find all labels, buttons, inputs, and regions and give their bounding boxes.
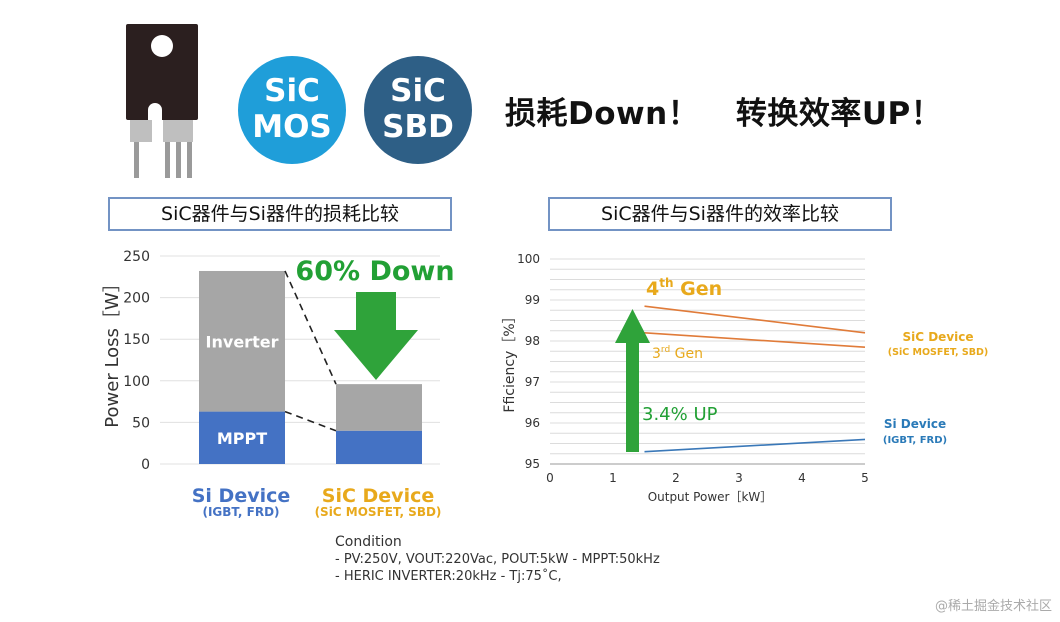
loss-chart-title: SiC器件与Si器件的损耗比较 <box>108 197 452 231</box>
efficiency-series-line-0 <box>644 305 866 334</box>
efficiency-series-line-2 <box>644 438 866 453</box>
efficiency-chart-title: SiC器件与Si器件的效率比较 <box>548 197 892 231</box>
sic-device-sub: (SiC MOSFET, SBD) <box>315 505 442 519</box>
gen4-label-rest: Gen <box>674 278 723 300</box>
efficiency-y-axis-label: Fficiency［%］ <box>502 309 518 412</box>
loss-annotation: 60% Down <box>295 256 454 287</box>
efficiency-annotation: 3.4% UP <box>642 404 718 425</box>
efficiency-y-tick-label: 97 <box>525 375 540 389</box>
slogan-efficiency: 转换效率UP！ <box>735 96 943 132</box>
loss-bar-inverter-si <box>199 270 285 412</box>
loss-connector-total <box>284 270 337 385</box>
loss-bar-inverter-sic <box>336 384 422 431</box>
up-arrow-icon <box>615 309 650 452</box>
efficiency-line-chart: 95 96 97 98 99 100 0 1 2 3 4 5 Fficiency［%］ Output … <box>502 252 988 504</box>
headline: 损耗Down！ 转换效率UP！ <box>505 88 942 133</box>
sic-mos-badge-line1: SiC <box>264 73 320 109</box>
loss-y-tick-label: 250 <box>123 249 150 265</box>
efficiency-x-tick-label: 3 <box>735 471 743 485</box>
loss-y-tick-label: 0 <box>141 457 150 473</box>
sic-sbd-badge: SiC SBD <box>364 56 472 164</box>
si-device-sub: (IGBT, FRD) <box>202 505 279 519</box>
loss-y-tick-label: 150 <box>123 332 150 348</box>
watermark: @稀土掘金技术社区 <box>934 599 1052 614</box>
down-arrow-icon <box>334 292 418 380</box>
sic-device-label: SiC Device <box>322 485 434 507</box>
loss-bar-mppt-si <box>199 411 285 464</box>
loss-segment-label: MPPT <box>217 429 267 448</box>
efficiency-y-tick-label: 99 <box>525 293 540 307</box>
efficiency-y-tick-label: 96 <box>525 416 540 430</box>
condition-block: Condition - PV:250V, VOUT:220Vac, POUT:5… <box>335 534 660 585</box>
efficiency-y-tick-label: 98 <box>525 334 540 348</box>
sic-sbd-badge-line2: SBD <box>382 109 454 145</box>
gen4-label: 4th Gen <box>646 276 722 300</box>
loss-y-tick-label: 200 <box>123 291 150 307</box>
sic-mos-badge-line2: MOS <box>252 109 332 145</box>
loss-bar-mppt-sic <box>336 430 422 464</box>
efficiency-x-tick-label: 2 <box>672 471 680 485</box>
loss-y-axis-label: Power Loss［W］ <box>102 274 123 427</box>
efficiency-x-tick-label: 0 <box>546 471 554 485</box>
efficiency-x-tick-label: 5 <box>861 471 869 485</box>
gen3-label-rest: Gen <box>670 346 703 362</box>
slogan-loss: 损耗Down！ <box>505 96 700 132</box>
loss-connector-mppt <box>284 410 337 432</box>
efficiency-x-tick-label: 1 <box>609 471 617 485</box>
si-device-right-label: Si Device <box>884 417 946 431</box>
loss-y-tick-label: 50 <box>132 415 150 431</box>
sic-device-right-sub: (SiC MOSFET, SBD) <box>888 347 988 358</box>
condition-line-2: - HERIC INVERTER:20kHz - Tj:75˚C, <box>335 569 562 584</box>
gen3-label-sup: rd <box>661 345 670 355</box>
efficiency-x-tick-label: 4 <box>798 471 806 485</box>
loss-y-tick-label: 100 <box>123 374 150 390</box>
efficiency-series-line-1 <box>644 332 866 348</box>
loss-bar-chart: 0 50 100 150 200 250 MPPT Inverter Power Loss［… <box>102 249 455 519</box>
si-device-right-sub: (IGBT, FRD) <box>883 435 947 446</box>
transistor-package-icon <box>126 24 198 178</box>
gen4-label-main: 4 <box>646 278 659 300</box>
condition-title: Condition <box>335 534 402 550</box>
gen3-label: 3rd Gen <box>652 345 703 362</box>
sic-mos-badge: SiC MOS <box>238 56 346 164</box>
efficiency-y-tick-label: 100 <box>517 252 540 266</box>
efficiency-y-tick-label: 95 <box>525 457 540 471</box>
gen3-label-main: 3 <box>652 346 661 362</box>
loss-segment-label: Inverter <box>206 332 279 351</box>
efficiency-x-axis-label: Output Power［kW］ <box>648 490 773 504</box>
si-device-label: Si Device <box>192 485 291 507</box>
condition-line-1: - PV:250V, VOUT:220Vac, POUT:5kW - MPPT:… <box>335 552 660 567</box>
sic-device-right-label: SiC Device <box>902 330 973 344</box>
gen4-label-sup: th <box>659 276 673 290</box>
sic-sbd-badge-line1: SiC <box>390 73 446 109</box>
